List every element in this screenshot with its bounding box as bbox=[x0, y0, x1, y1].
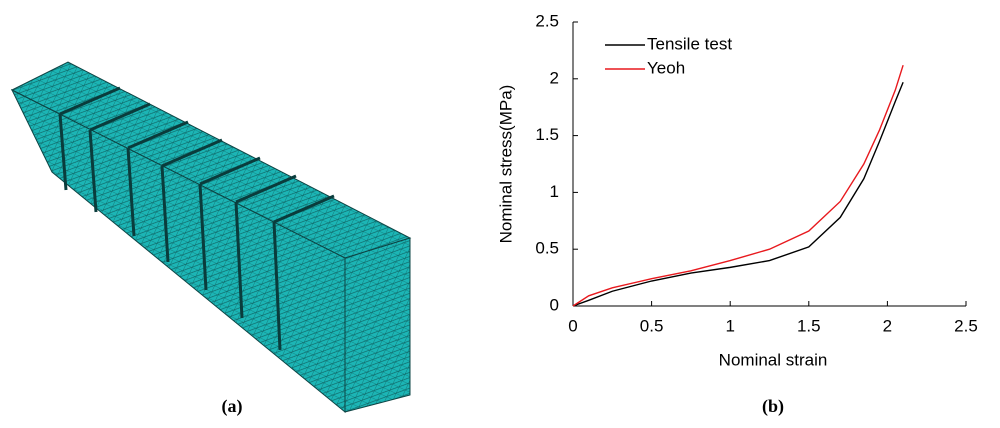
series-line bbox=[573, 82, 903, 306]
y-axis-title: Nominal stress(MPa) bbox=[496, 85, 515, 244]
y-tick-label: 0 bbox=[550, 295, 559, 314]
legend-label: Tensile test bbox=[647, 34, 732, 53]
panel-label: (a) bbox=[222, 396, 243, 417]
y-tick-label: 2.5 bbox=[535, 11, 559, 30]
figure: (a) (b) Nominal strain Nominal stress(MP… bbox=[0, 0, 1000, 428]
x-tick-label: 1 bbox=[725, 316, 734, 335]
mesh-model bbox=[12, 62, 410, 412]
panel-label: (b) bbox=[762, 396, 784, 417]
series-line bbox=[573, 65, 903, 306]
x-tick-label: 2 bbox=[883, 316, 892, 335]
legend-label: Yeoh bbox=[647, 58, 685, 77]
x-axis-title: Nominal strain bbox=[719, 350, 828, 369]
x-tick-label: 0 bbox=[568, 316, 577, 335]
y-tick-label: 0.5 bbox=[535, 239, 559, 258]
y-tick-label: 1.5 bbox=[535, 125, 559, 144]
y-tick-label: 1 bbox=[550, 182, 559, 201]
y-tick-label: 2 bbox=[550, 68, 559, 87]
x-tick-label: 1.5 bbox=[797, 316, 821, 335]
x-tick-label: 0.5 bbox=[640, 316, 664, 335]
x-tick-label: 2.5 bbox=[954, 316, 978, 335]
